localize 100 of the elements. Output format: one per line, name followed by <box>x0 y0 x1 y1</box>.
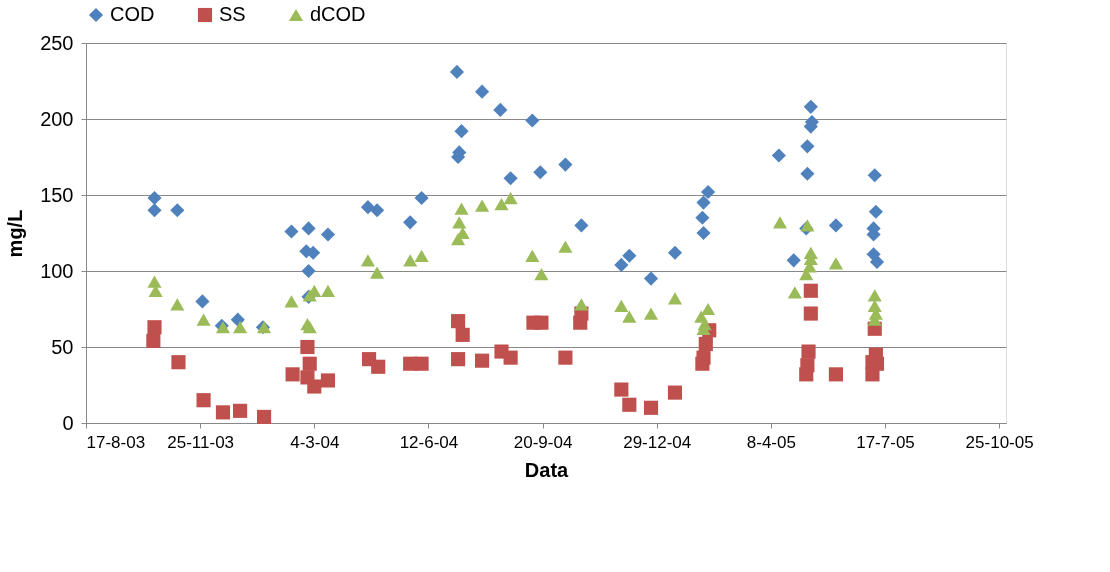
point <box>771 148 786 163</box>
point <box>170 298 185 311</box>
point <box>695 210 710 225</box>
x-axis-title: Data <box>524 458 570 481</box>
y-tick-label: 250 <box>40 31 74 54</box>
point <box>643 400 659 415</box>
point <box>307 379 322 394</box>
y-tick-label: 200 <box>40 107 74 130</box>
point <box>503 191 518 205</box>
point <box>371 359 386 374</box>
point <box>787 286 802 299</box>
point <box>574 298 589 311</box>
point <box>525 113 540 128</box>
point <box>643 307 659 320</box>
point <box>503 171 518 186</box>
point <box>828 367 843 382</box>
point <box>695 356 710 371</box>
point <box>533 165 548 180</box>
point <box>195 294 210 309</box>
point <box>233 403 248 418</box>
point <box>230 312 245 327</box>
y-tick-label: 50 <box>51 335 74 358</box>
point <box>867 168 882 183</box>
x-tick-label: 29-12-04 <box>623 432 692 452</box>
point <box>534 315 549 330</box>
point <box>147 275 162 288</box>
point <box>301 263 316 279</box>
x-tick-label: 20-9-04 <box>513 432 573 452</box>
point <box>302 356 317 371</box>
point <box>558 350 573 365</box>
point <box>803 283 818 298</box>
point <box>147 190 162 206</box>
point <box>170 203 185 218</box>
y-tick-label: 100 <box>40 259 74 282</box>
x-tick-label: 8-4-05 <box>746 432 796 452</box>
point <box>360 254 376 267</box>
point <box>403 215 418 230</box>
point <box>800 139 815 154</box>
point <box>147 320 162 335</box>
point <box>574 218 589 233</box>
point <box>370 266 385 279</box>
legend-label: SS <box>219 3 246 25</box>
point <box>171 355 186 370</box>
point <box>614 382 629 397</box>
point <box>772 216 788 229</box>
point <box>622 310 637 323</box>
point <box>403 254 418 267</box>
point <box>320 373 336 388</box>
point <box>475 84 490 99</box>
point <box>360 200 376 215</box>
point <box>534 267 549 281</box>
point <box>800 219 815 232</box>
point <box>867 289 882 302</box>
point <box>503 350 518 365</box>
point <box>667 385 683 400</box>
point <box>803 306 818 321</box>
point <box>869 254 885 269</box>
x-tick-label: 12-6-04 <box>399 432 459 452</box>
point <box>452 216 467 229</box>
point <box>414 190 429 206</box>
point <box>215 405 231 420</box>
legend-label: COD <box>110 3 155 25</box>
point <box>558 240 573 253</box>
point <box>696 225 711 241</box>
point <box>643 271 659 286</box>
point <box>801 344 816 359</box>
point <box>696 195 711 210</box>
point <box>475 353 490 368</box>
x-tick-label: 25-10-05 <box>965 432 1034 452</box>
point <box>786 253 801 268</box>
point <box>667 292 683 305</box>
legend-label: dCOD <box>310 3 366 25</box>
point <box>865 367 880 382</box>
point <box>284 224 299 239</box>
point <box>285 367 300 382</box>
point <box>451 352 466 367</box>
point <box>301 221 316 236</box>
point <box>614 257 629 272</box>
point <box>256 409 272 424</box>
point <box>622 248 637 263</box>
x-tick-label: 17-7-05 <box>856 432 915 452</box>
point <box>370 203 385 218</box>
point <box>300 339 315 355</box>
x-tick-label: 4-3-04 <box>290 432 340 452</box>
point <box>667 245 683 260</box>
point <box>414 356 429 371</box>
point <box>414 249 429 262</box>
point <box>475 199 490 212</box>
point <box>698 336 713 352</box>
x-tick-label: 17-8-03 <box>86 432 146 452</box>
point <box>454 124 469 139</box>
point <box>147 203 162 218</box>
point <box>455 327 470 342</box>
point <box>451 314 466 329</box>
point <box>449 64 465 79</box>
x-tick-label: 25-11-03 <box>167 432 235 452</box>
point <box>320 227 336 242</box>
point <box>146 333 161 348</box>
point <box>494 198 509 211</box>
point <box>320 284 336 297</box>
